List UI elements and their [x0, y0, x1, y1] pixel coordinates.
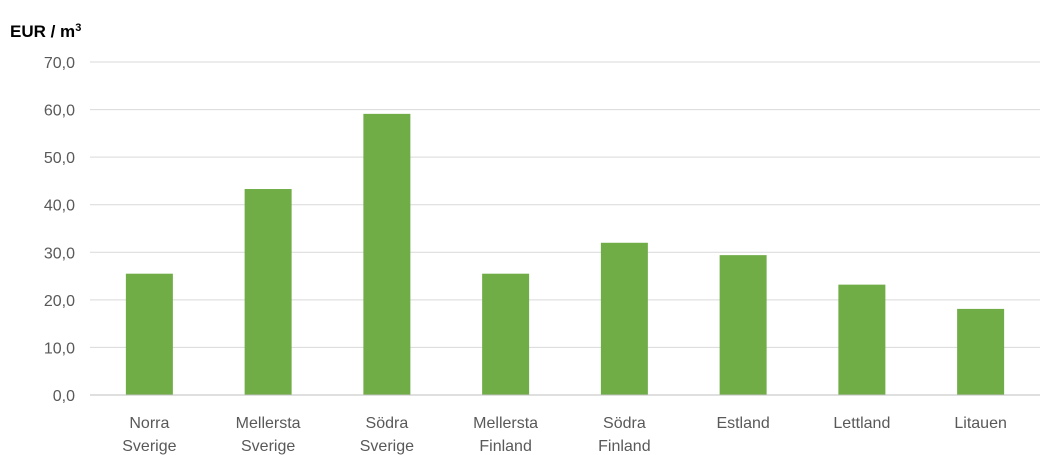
- y-tick-label: 60,0: [44, 103, 75, 120]
- bar: [838, 284, 886, 395]
- y-axis-unit-text: EUR / m: [10, 22, 75, 41]
- bar: [363, 113, 411, 396]
- gridlines: [90, 61, 1040, 348]
- y-tick-label: 20,0: [44, 293, 75, 310]
- y-tick-label: 10,0: [44, 340, 75, 357]
- y-tick-label: 30,0: [44, 245, 75, 262]
- x-category-label: Mellersta Finland: [473, 415, 538, 455]
- y-tick-label: 50,0: [44, 150, 75, 167]
- x-axis-labels: Norra Sverige Mellersta Sverige Södra Sverige…: [122, 415, 1007, 455]
- bar: [244, 189, 292, 395]
- y-tick-label: 40,0: [44, 198, 75, 215]
- y-tick-label: 70,0: [44, 55, 75, 72]
- y-tick-label: 0,0: [53, 388, 75, 405]
- bars: [125, 113, 1005, 396]
- bar: [719, 255, 767, 395]
- y-axis-unit-label: EUR / m3: [10, 22, 81, 41]
- bar: [600, 242, 648, 395]
- x-category-label: Lettland: [833, 415, 890, 432]
- x-category-label: Litauen: [954, 415, 1007, 432]
- x-category-label: Södra Sverige: [360, 415, 414, 455]
- x-category-label: Norra Sverige: [122, 415, 176, 455]
- x-category-label: Mellersta Sverige: [236, 415, 301, 455]
- x-category-label: Södra Finland: [598, 415, 650, 455]
- x-category-label: Estland: [716, 415, 769, 432]
- bar: [482, 273, 530, 395]
- bar: [957, 308, 1005, 395]
- y-axis-ticks: 0,0 10,0 20,0 30,0 40,0 50,0 60,0 70,0: [44, 55, 75, 405]
- bar: [125, 273, 173, 395]
- y-axis-unit-superscript: 3: [75, 22, 81, 34]
